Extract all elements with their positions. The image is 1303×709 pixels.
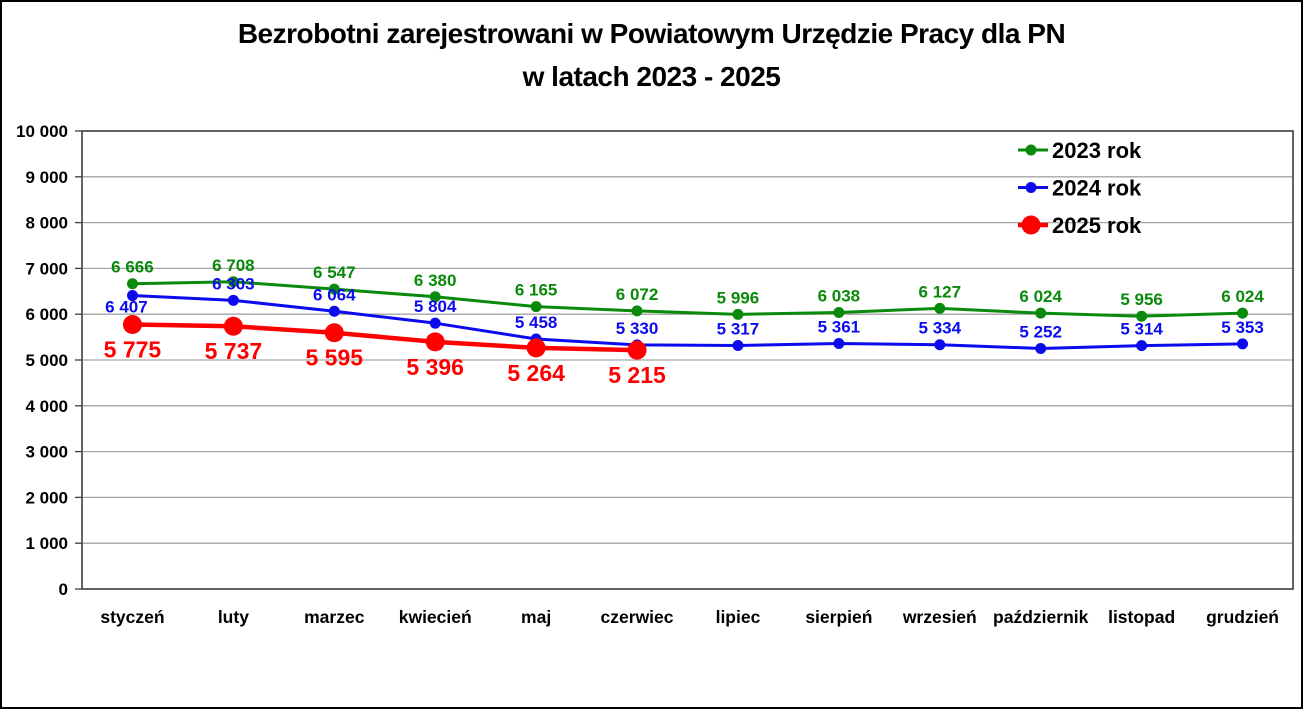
- data-label: 5 264: [507, 360, 565, 386]
- y-axis-label: 8 000: [25, 214, 68, 233]
- data-label: 5 737: [205, 338, 263, 364]
- data-label: 5 353: [1221, 318, 1264, 337]
- data-label: 5 956: [1120, 290, 1163, 309]
- data-label: 5 396: [406, 354, 464, 380]
- y-axis-label: 7 000: [25, 259, 68, 278]
- data-point: [425, 332, 445, 352]
- data-label: 5 775: [104, 337, 162, 363]
- data-point: [631, 305, 643, 317]
- x-axis-label: wrzesień: [902, 607, 977, 627]
- data-point: [1237, 307, 1249, 319]
- data-point: [223, 316, 243, 336]
- data-label: 6 708: [212, 256, 255, 275]
- chart-title: Bezrobotni zarejestrowani w Powiatowym U…: [2, 12, 1301, 98]
- data-label: 5 215: [608, 362, 666, 388]
- data-point: [833, 337, 845, 349]
- data-label: 5 330: [616, 319, 659, 338]
- y-axis-label: 10 000: [16, 122, 68, 141]
- y-axis-label: 3 000: [25, 443, 68, 462]
- y-axis-label: 6 000: [25, 305, 68, 324]
- x-axis-label: październik: [993, 607, 1089, 627]
- x-axis-label: czerwiec: [601, 607, 674, 627]
- x-axis-label: lipiec: [716, 607, 761, 627]
- y-axis-label: 1 000: [25, 534, 68, 553]
- data-point: [328, 305, 340, 317]
- data-label: 6 064: [313, 285, 356, 304]
- x-axis-label: marzec: [304, 607, 365, 627]
- data-point: [732, 339, 744, 351]
- x-axis-label: luty: [218, 607, 249, 627]
- data-point: [1237, 338, 1249, 350]
- data-label: 6 127: [919, 282, 962, 301]
- data-label: 5 458: [515, 313, 558, 332]
- x-axis-label: maj: [521, 607, 551, 627]
- data-point: [227, 294, 239, 306]
- legend-marker: [1021, 215, 1041, 235]
- chart-title-line2: w latach 2023 - 2025: [522, 61, 781, 92]
- data-point: [429, 291, 441, 303]
- series-line-2023-rok: [132, 280, 1243, 318]
- data-point: [732, 308, 744, 320]
- data-label: 6 165: [515, 281, 558, 300]
- data-label: 6 666: [111, 258, 154, 277]
- data-label: 5 334: [919, 319, 962, 338]
- data-point: [833, 306, 845, 318]
- data-point: [934, 302, 946, 314]
- data-label: 5 314: [1120, 320, 1163, 339]
- data-label: 6 072: [616, 285, 659, 304]
- legend-label-2024-rok: 2024 rok: [1052, 176, 1142, 201]
- data-point: [126, 278, 138, 290]
- data-point: [1136, 310, 1148, 322]
- data-label: 6 303: [212, 274, 255, 293]
- plot-border: [81, 130, 1294, 590]
- legend-label-2025-rok: 2025 rok: [1052, 213, 1142, 238]
- x-axis-label: kwiecień: [399, 607, 472, 627]
- data-point: [934, 339, 946, 351]
- y-axis-label: 4 000: [25, 397, 68, 416]
- y-axis-label: 2 000: [25, 488, 68, 507]
- y-axis-label: 9 000: [25, 168, 68, 187]
- data-point: [328, 283, 340, 295]
- data-label: 5 996: [717, 288, 760, 307]
- data-point: [429, 317, 441, 329]
- data-label: 6 547: [313, 263, 356, 282]
- data-label: 5 361: [818, 317, 861, 336]
- data-point: [530, 301, 542, 313]
- series-line-2025-rok: [132, 322, 638, 353]
- data-point: [1136, 340, 1148, 352]
- data-point: [627, 340, 647, 360]
- data-label: 5 804: [414, 297, 457, 316]
- chart-title-line1: Bezrobotni zarejestrowani w Powiatowym U…: [237, 18, 1066, 49]
- data-label: 6 038: [818, 286, 861, 305]
- series-line-2024-rok: [132, 294, 1243, 350]
- data-point: [227, 276, 239, 288]
- data-point: [126, 290, 138, 302]
- x-axis-label: sierpień: [805, 607, 872, 627]
- data-label: 6 380: [414, 271, 457, 290]
- data-point: [1035, 307, 1047, 319]
- data-point: [526, 338, 546, 358]
- legend-label-2023-rok: 2023 rok: [1052, 138, 1142, 163]
- y-axis-label: 0: [59, 580, 68, 599]
- data-label: 5 252: [1019, 322, 1062, 341]
- data-point: [1035, 342, 1047, 354]
- data-point: [324, 323, 344, 343]
- data-label: 5 595: [306, 345, 364, 371]
- data-label: 6 024: [1019, 287, 1062, 306]
- legend-marker: [1025, 144, 1037, 156]
- data-point: [122, 315, 142, 335]
- x-axis-label: listopad: [1108, 607, 1175, 627]
- x-axis-label: styczeń: [100, 607, 164, 627]
- legend-marker: [1025, 182, 1037, 193]
- data-label: 6 407: [105, 298, 148, 317]
- y-axis-label: 5 000: [25, 351, 68, 370]
- data-label: 5 317: [717, 319, 760, 338]
- x-axis-label: grudzień: [1206, 607, 1279, 627]
- data-label: 6 024: [1221, 287, 1264, 306]
